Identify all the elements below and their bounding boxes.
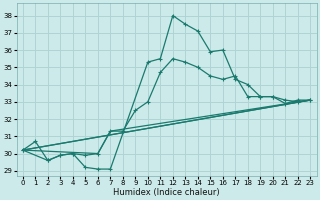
X-axis label: Humidex (Indice chaleur): Humidex (Indice chaleur): [113, 188, 220, 197]
